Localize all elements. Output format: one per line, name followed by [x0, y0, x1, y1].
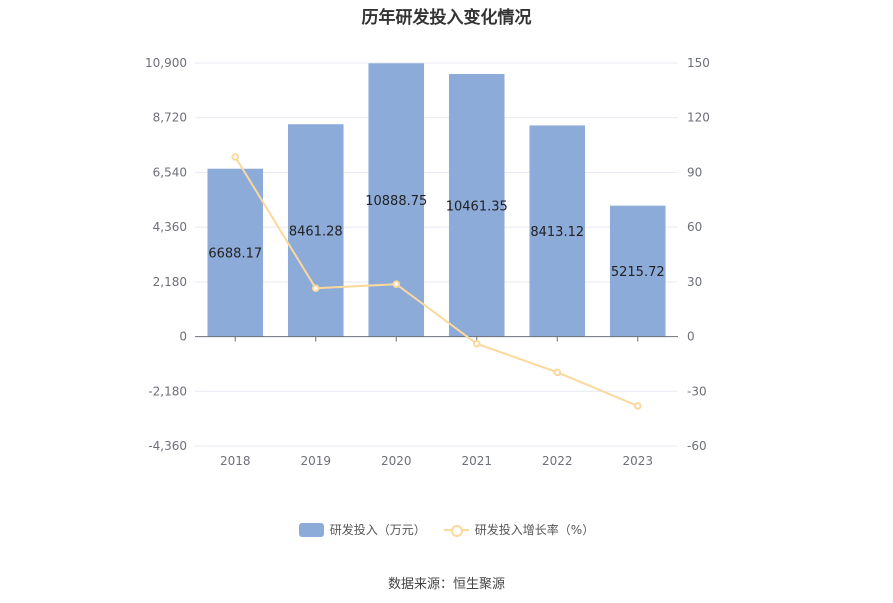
data-labels: 6688.17 8461.28 10888.75 10461.35 8413.12 521… [208, 194, 664, 280]
legend: 研发投入（万元） 研发投入增长率（%） [0, 521, 893, 538]
bar-series [207, 63, 666, 337]
x-tick-label: 2018 [220, 454, 251, 468]
bar-value-label: 6688.17 [208, 247, 262, 262]
legend-bar-label: 研发投入（万元） [329, 523, 426, 537]
line-series [231, 153, 642, 410]
growth-point [311, 284, 320, 293]
x-tick-label: 2020 [381, 454, 412, 468]
bar [207, 168, 264, 337]
y-right-tick-label: -60 [687, 439, 707, 453]
y-right-tick-label: 0 [687, 330, 695, 344]
bar-value-label: 10461.35 [446, 199, 508, 214]
bar [368, 63, 425, 337]
growth-point [553, 368, 562, 377]
y-right-tick-label: 30 [687, 275, 702, 289]
y-right-tick-label: 90 [687, 165, 702, 179]
legend-line-label: 研发投入增长率（%） [474, 523, 595, 537]
growth-point [231, 153, 240, 161]
bar-value-label: 5215.72 [611, 265, 665, 280]
axes: 10,900 8,720 6,540 4,360 2,180 0 -2,180 -4,360 1… [145, 56, 710, 468]
bar-value-label: 10888.75 [365, 194, 427, 209]
legend-bar-swatch [298, 522, 324, 537]
y-left-tick-label: 0 [179, 330, 187, 344]
bar [609, 205, 666, 337]
legend-item-line[interactable]: 研发投入增长率（%） [443, 521, 595, 538]
y-left-tick-label: 8,720 [153, 111, 187, 125]
growth-point [392, 280, 401, 289]
x-tick-label: 2023 [622, 454, 653, 468]
y-left-tick-label: 6,540 [153, 165, 187, 179]
source-note: 数据来源：恒生聚源 [387, 577, 505, 592]
bar [448, 74, 505, 337]
bar [529, 125, 586, 337]
x-tick-label: 2021 [461, 454, 492, 468]
y-left-tick-label: 4,360 [153, 220, 187, 234]
growth-point [472, 339, 481, 348]
y-right-tick-label: 60 [687, 220, 702, 234]
chart-title: 历年研发投入变化情况 [361, 8, 532, 28]
bar-value-label: 8413.12 [530, 225, 584, 240]
x-tick-label: 2022 [542, 454, 573, 468]
y-left-tick-label: 2,180 [153, 275, 187, 289]
growth-point [633, 402, 642, 410]
legend-line-swatch [443, 523, 469, 537]
bar-value-label: 8461.28 [289, 224, 343, 239]
x-tick-label: 2019 [300, 454, 331, 468]
bar [287, 124, 344, 337]
y-right-tick-label: 150 [687, 56, 710, 70]
grid-lines [195, 62, 678, 447]
y-left-tick-label: -4,360 [148, 439, 187, 453]
y-right-tick-label: -30 [687, 384, 707, 398]
y-right-tick-label: 120 [687, 111, 710, 125]
y-left-tick-label: 10,900 [145, 56, 187, 70]
growth-line [234, 156, 639, 407]
y-left-tick-label: -2,180 [148, 384, 187, 398]
legend-item-bar[interactable]: 研发投入（万元） [298, 521, 426, 538]
